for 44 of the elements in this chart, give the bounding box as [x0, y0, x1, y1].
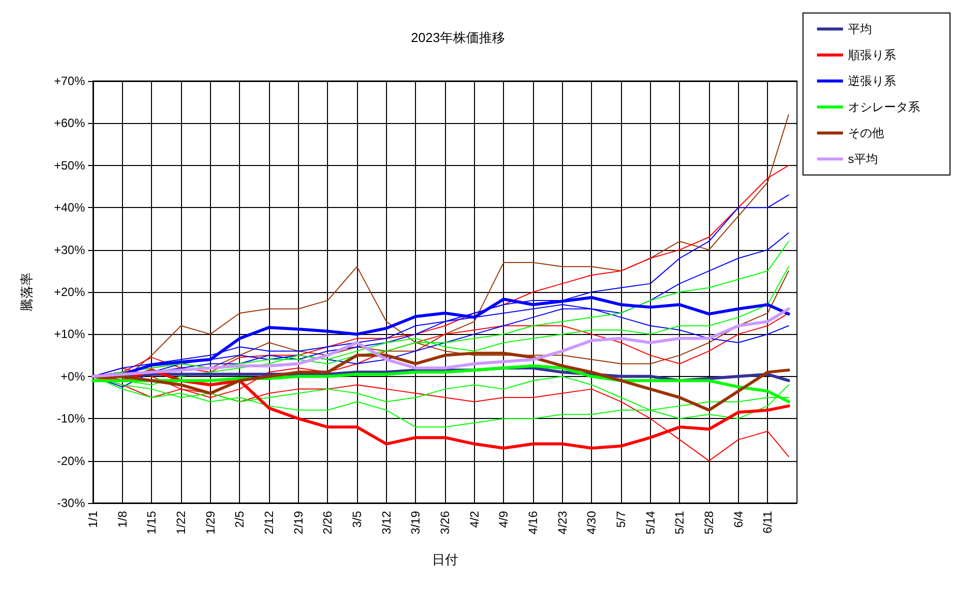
- y-axis-title: 騰落率: [19, 272, 34, 312]
- x-tick-label: 4/2: [467, 510, 482, 528]
- legend-label: 平均: [848, 22, 872, 36]
- x-tick-label: 1/29: [203, 510, 218, 534]
- legend-label: s平均: [848, 152, 878, 166]
- y-tick-label: -10%: [56, 412, 86, 426]
- y-tick-label: +50%: [54, 158, 86, 172]
- x-tick-label: 1/15: [144, 510, 159, 534]
- x-tick-label: 2/19: [291, 510, 306, 534]
- x-tick-label: 4/30: [584, 510, 599, 534]
- y-tick-label: +20%: [54, 285, 86, 299]
- chart-title: 2023年株価推移: [411, 30, 505, 45]
- x-tick-label: 6/11: [760, 510, 775, 534]
- x-tick-label: 1/1: [86, 510, 100, 528]
- x-tick-label: 3/5: [350, 510, 364, 528]
- x-tick-label: 1/8: [115, 510, 130, 528]
- y-tick-label: -20%: [56, 454, 86, 468]
- legend-label: 順張り系: [848, 48, 896, 62]
- x-axis-title: 日付: [432, 552, 458, 567]
- y-tick-label: +70%: [54, 74, 86, 88]
- y-tick-label: +30%: [54, 242, 86, 257]
- x-tick-label: 4/16: [526, 510, 540, 534]
- y-tick-label: +40%: [54, 200, 86, 215]
- x-tick-label: 2/26: [320, 510, 335, 534]
- x-tick-label: 2/5: [232, 510, 247, 528]
- x-tick-label: 2/12: [262, 510, 276, 534]
- x-tick-label: 6/4: [731, 510, 746, 528]
- y-tick-label: +0%: [60, 369, 86, 384]
- y-tick-label: +10%: [54, 327, 86, 342]
- x-tick-label: 5/7: [614, 510, 628, 528]
- legend-label: 逆張り系: [848, 74, 896, 88]
- x-tick-label: 1/22: [174, 510, 188, 534]
- x-tick-label: 3/19: [408, 510, 423, 534]
- x-tick-label: 4/9: [496, 510, 511, 528]
- x-tick-label: 4/23: [555, 510, 570, 534]
- x-tick-label: 3/26: [438, 510, 452, 534]
- y-tick-label: +60%: [54, 116, 86, 130]
- x-tick-label: 5/28: [702, 510, 716, 534]
- x-tick-label: 5/21: [672, 510, 687, 534]
- x-tick-label: 3/12: [379, 510, 394, 534]
- y-tick-label: -30%: [56, 496, 86, 510]
- x-tick-label: 5/14: [643, 510, 658, 534]
- legend-label: その他: [848, 126, 884, 140]
- legend-label: オシレータ系: [848, 100, 920, 114]
